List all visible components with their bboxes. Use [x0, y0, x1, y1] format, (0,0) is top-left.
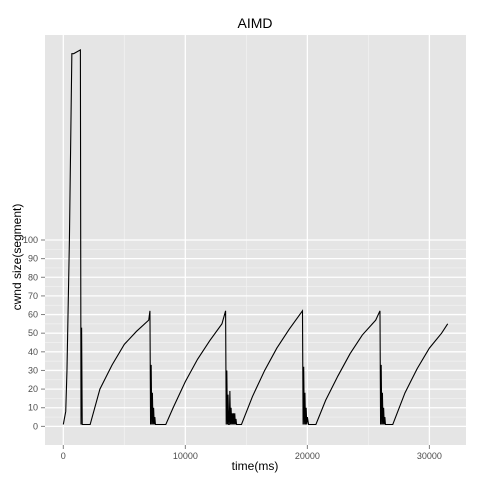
- x-tick-label: 30000: [417, 451, 442, 461]
- y-tick-label: 100: [23, 235, 38, 245]
- y-tick-label: 60: [28, 310, 38, 320]
- x-tick-label: 10000: [173, 451, 198, 461]
- y-tick-label: 50: [28, 328, 38, 338]
- major-gridlines: [45, 35, 466, 445]
- chart-title: AIMD: [238, 15, 273, 31]
- y-axis-title: cwnd size(segment): [10, 204, 24, 311]
- y-axis-ticks: [41, 239, 45, 427]
- y-tick-label: 10: [28, 403, 38, 413]
- x-axis-title: time(ms): [232, 459, 279, 473]
- x-tick-label: 20000: [295, 451, 320, 461]
- y-tick-label: 40: [28, 347, 38, 357]
- y-tick-label: 0: [33, 421, 38, 431]
- y-tick-label: 70: [28, 291, 38, 301]
- y-tick-label: 30: [28, 365, 38, 375]
- cwnd-series-line: [62, 48, 449, 426]
- y-tick-label: 80: [28, 272, 38, 282]
- y-tick-label: 20: [28, 384, 38, 394]
- x-axis-tick-labels: 0 10000 20000 30000: [61, 451, 442, 461]
- y-tick-label: 90: [28, 254, 38, 264]
- y-axis-tick-labels: 0 10 20 30 40 50 60 70 80 90 100: [23, 235, 38, 431]
- minor-gridlines: [45, 35, 466, 445]
- x-tick-label: 0: [61, 451, 66, 461]
- x-axis-ticks: [62, 445, 430, 449]
